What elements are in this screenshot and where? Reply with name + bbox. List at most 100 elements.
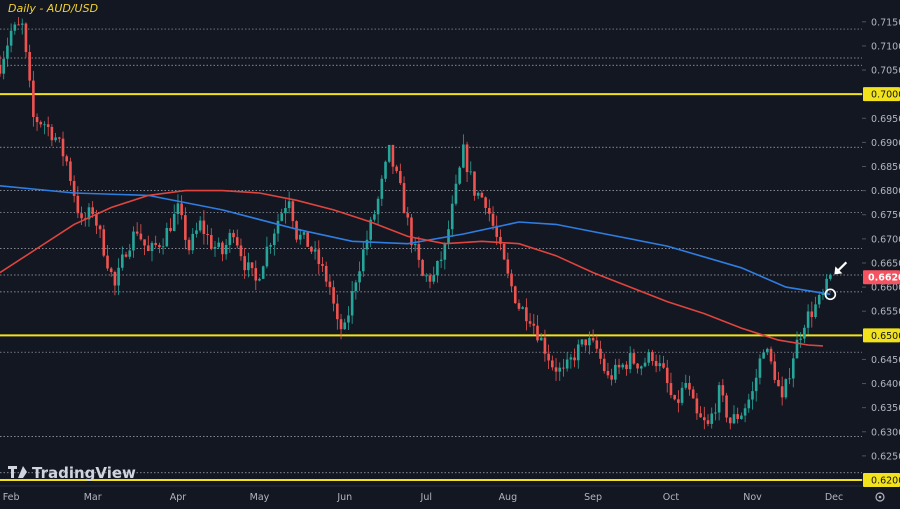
- candle-body-65: [239, 245, 243, 257]
- candle-body-57: [209, 235, 213, 249]
- candle-206: [762, 349, 765, 359]
- candle-36: [132, 226, 135, 258]
- price-axis[interactable]: 0.71500 0.71000 0.70500 0.70000 0.69500 …: [862, 17, 900, 487]
- candle-95: [350, 280, 354, 324]
- candle-70: [258, 277, 261, 282]
- candle-154: [569, 354, 573, 369]
- candle-157: [580, 338, 584, 347]
- candle-58: [213, 241, 217, 257]
- candle-body-39: [143, 239, 146, 246]
- candle-body-102: [376, 198, 380, 215]
- candle-193: [714, 403, 717, 421]
- ytick-label-17: 0.63000: [868, 427, 900, 438]
- candle-103: [380, 175, 384, 207]
- candle-158: [584, 339, 587, 352]
- candle-170: [628, 346, 632, 374]
- candle-138: [510, 269, 513, 292]
- candle-166: [614, 358, 617, 384]
- candle-body-157: [580, 339, 584, 345]
- candle-9: [32, 70, 35, 127]
- candle-body-91: [336, 303, 339, 320]
- candle-body-35: [128, 250, 132, 257]
- candle-body-176: [651, 352, 654, 361]
- ytick-box-3: [863, 87, 900, 102]
- candle-112: [413, 238, 417, 252]
- candle-body-216: [799, 338, 802, 340]
- candle-82: [302, 231, 306, 240]
- candle-196: [725, 392, 728, 423]
- candle-197: [728, 417, 732, 430]
- candle-body-72: [265, 246, 269, 267]
- candle-body-214: [791, 358, 795, 379]
- candle-52: [191, 228, 195, 254]
- candle-body-168: [621, 364, 625, 368]
- candle-body-101: [373, 214, 376, 220]
- candle-body-24: [87, 207, 91, 220]
- candle-body-42: [154, 242, 157, 245]
- ma-line-1: [0, 189, 823, 347]
- candle-body-83: [306, 232, 309, 247]
- candle-body-190: [703, 417, 706, 421]
- candle-28: [102, 224, 106, 258]
- candle-body-88: [324, 265, 328, 282]
- candle-161: [595, 335, 599, 353]
- candle-body-167: [617, 364, 621, 368]
- candle-7: [24, 22, 28, 58]
- candle-body-122: [450, 203, 454, 230]
- candle-72: [265, 236, 269, 269]
- candle-133: [491, 206, 495, 230]
- candle-181: [669, 372, 673, 399]
- candle-body-201: [743, 408, 747, 416]
- candle-body-146: [539, 337, 543, 341]
- candle-86: [317, 240, 321, 275]
- candle-body-59: [217, 242, 221, 247]
- candle-body-223: [825, 278, 828, 294]
- candle-body-141: [521, 307, 524, 309]
- settings-icon[interactable]: [875, 492, 885, 502]
- candle-body-188: [695, 398, 699, 414]
- candle-body-36: [132, 231, 135, 251]
- candle-body-193: [714, 412, 717, 414]
- candle-159: [588, 331, 591, 355]
- candle-body-19: [69, 161, 72, 182]
- candle-218: [806, 304, 810, 335]
- annotation: [824, 261, 848, 301]
- candle-13: [46, 116, 50, 137]
- tv-logo-mark: [18, 466, 27, 478]
- ma-line-0: [0, 185, 831, 296]
- candle-body-218: [806, 311, 810, 328]
- candle-body-153: [565, 359, 569, 369]
- candle-136: [502, 242, 506, 261]
- candle-162: [599, 340, 602, 365]
- ytick-label-1: 0.71000: [868, 41, 900, 52]
- candle-body-173: [639, 366, 643, 369]
- candle-32: [117, 258, 120, 295]
- candle-body-21: [76, 195, 80, 214]
- candle-body-93: [343, 322, 347, 330]
- candle-34: [124, 251, 128, 258]
- ytick-label-2: 0.70500: [868, 66, 900, 77]
- time-axis[interactable]: Feb Mar Apr May Jun Jul Aug Sep Oct Nov Dec: [0, 485, 862, 503]
- candle-body-137: [506, 259, 510, 274]
- candle-body-1: [2, 58, 6, 74]
- xtick-label-feb: Feb: [3, 492, 20, 503]
- candle-body-106: [391, 144, 395, 167]
- candle-175: [647, 349, 651, 366]
- ytick-label-4: 0.69500: [868, 114, 900, 125]
- candle-body-61: [224, 244, 228, 255]
- candle-body-81: [298, 234, 302, 240]
- candle-96: [354, 279, 358, 300]
- candle-body-97: [358, 271, 361, 283]
- candle-195: [721, 379, 725, 403]
- candle-209: [773, 353, 777, 384]
- candle-110: [406, 206, 410, 226]
- candle-199: [736, 407, 739, 424]
- candle-148: [547, 344, 550, 370]
- candle-214: [791, 352, 795, 388]
- candle-body-186: [688, 382, 691, 390]
- candle-89: [328, 275, 332, 295]
- candle-body-128: [473, 171, 476, 196]
- candle-body-159: [588, 338, 591, 346]
- candle-62: [228, 229, 232, 253]
